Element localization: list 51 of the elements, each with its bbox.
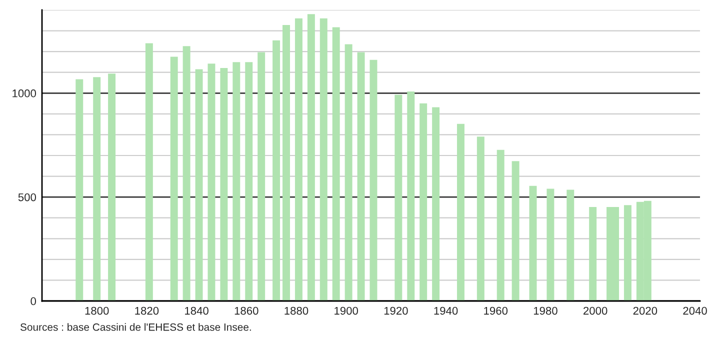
x-tick-label: 1900 [334, 306, 358, 315]
bar [282, 24, 290, 301]
x-tick-label: 2040 [683, 306, 707, 315]
bar [145, 43, 153, 301]
source-note: Sources : base Cassini de l'EHESS et base Insee. [20, 323, 251, 331]
bar [357, 52, 365, 301]
y-tick-label: 0 [30, 297, 36, 306]
bar [344, 44, 352, 301]
bar [245, 62, 253, 301]
bar [258, 52, 266, 301]
bar [220, 68, 228, 301]
bar [294, 18, 302, 301]
x-tick-label: 1860 [234, 306, 258, 315]
bar [195, 69, 203, 301]
bar [272, 40, 280, 301]
bar [566, 190, 574, 301]
bar [512, 161, 520, 301]
bar [432, 107, 440, 301]
bar [546, 188, 554, 301]
x-tick-label: 1940 [434, 306, 458, 315]
bar [208, 64, 216, 301]
x-tick-label: 1880 [284, 306, 308, 315]
bar [332, 27, 340, 301]
bar [394, 94, 402, 301]
x-tick-label: 1980 [534, 306, 558, 315]
x-tick-label: 1960 [484, 306, 508, 315]
bar [93, 77, 101, 301]
y-tick-label: 1000 [12, 89, 36, 98]
y-tick-label: 500 [18, 193, 36, 202]
x-tick-label: 1920 [384, 306, 408, 315]
bar [76, 79, 84, 301]
bar [529, 186, 537, 301]
bar [108, 74, 116, 301]
bar [407, 91, 415, 301]
bar [624, 205, 632, 301]
x-tick-label: 1820 [135, 306, 159, 315]
x-tick-label: 2020 [633, 306, 658, 315]
bar [420, 103, 428, 301]
bar [182, 46, 190, 301]
bar [232, 62, 240, 301]
bar [320, 18, 328, 301]
bar [496, 150, 504, 301]
x-tick-label: 1840 [185, 306, 208, 315]
bar [370, 60, 378, 301]
x-tick-label: 2000 [584, 306, 608, 315]
bar [589, 207, 597, 301]
bar [456, 124, 464, 301]
bar [170, 56, 178, 301]
x-tick-label: 1800 [85, 306, 109, 315]
bar [307, 14, 315, 301]
bar [476, 136, 484, 301]
